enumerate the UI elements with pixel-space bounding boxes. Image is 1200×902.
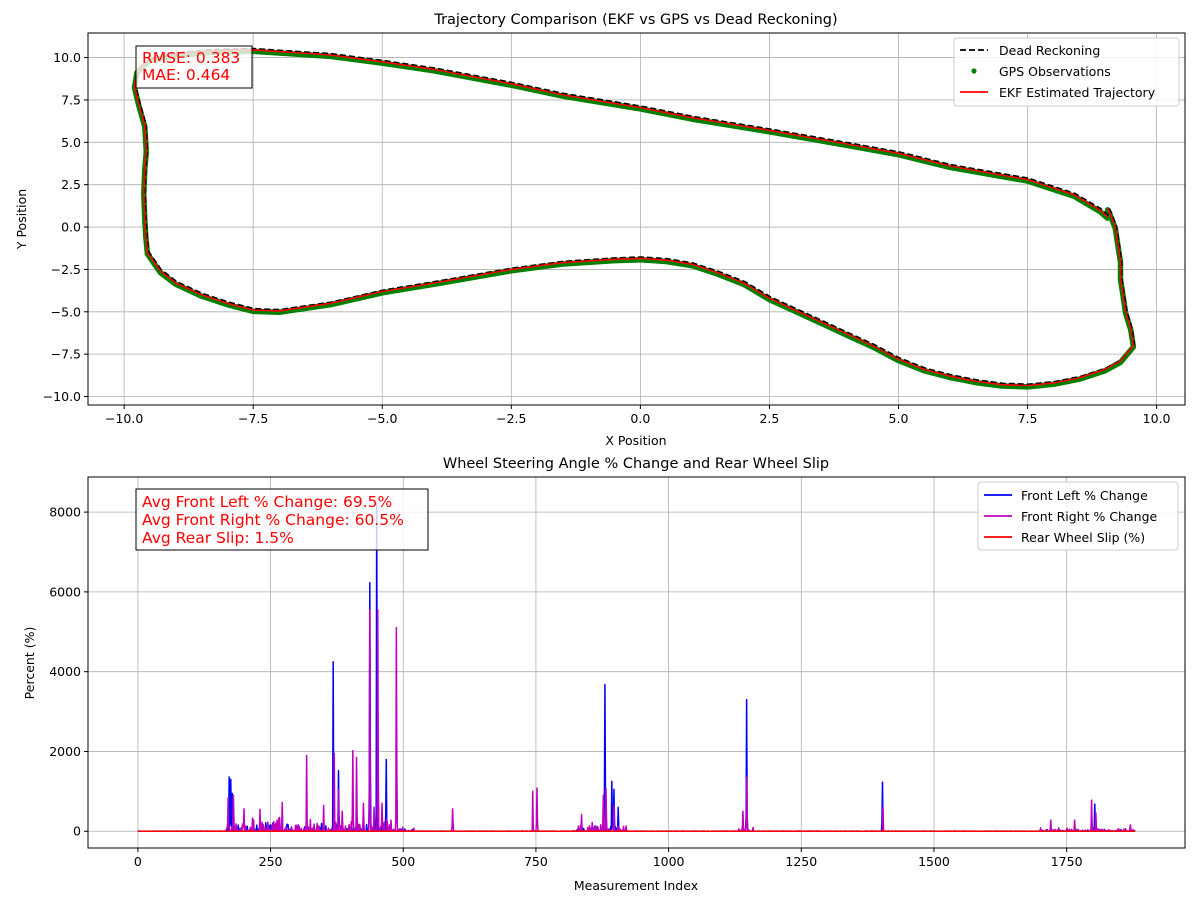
x-tick-label: 1750 — [1051, 854, 1083, 869]
ekf-trajectory-series — [133, 49, 1135, 387]
x-tick-label: 1250 — [785, 854, 817, 869]
trajectory-metrics-box: RMSE: 0.383 MAE: 0.464 — [135, 45, 253, 89]
steering-ticks: 0 250 500 750 1000 1250 1500 1750 0 2000 4000 6000 8… — [49, 505, 1082, 869]
x-tick-label: −7.5 — [238, 411, 268, 426]
mae-text: MAE: 0.464 — [142, 66, 230, 84]
y-tick-label: −10.0 — [43, 389, 81, 404]
y-tick-label: −5.0 — [51, 304, 81, 319]
y-tick-label: 2000 — [49, 744, 81, 759]
dead-reckoning-series — [134, 47, 1136, 386]
trajectory-plot-area — [131, 47, 1137, 390]
y-tick-label: 2.5 — [61, 177, 81, 192]
y-tick-label: −2.5 — [51, 262, 81, 277]
steering-title: Wheel Steering Angle % Change and Rear W… — [443, 456, 829, 472]
trajectory-y-axis-label: Y Position — [14, 189, 29, 250]
steering-axes-frame — [87, 476, 1186, 849]
y-tick-label: 5.0 — [61, 135, 81, 150]
legend-front-right-label: Front Right % Change — [1021, 509, 1157, 524]
x-tick-label: 1000 — [653, 854, 685, 869]
x-tick-label: 250 — [259, 854, 283, 869]
x-tick-label: 0.0 — [630, 411, 650, 426]
steering-stats-box: Avg Front Left % Change: 69.5% Avg Front… — [135, 488, 429, 551]
y-tick-label: 0.0 — [61, 220, 81, 235]
trajectory-title: Trajectory Comparison (EKF vs GPS vs Dea… — [433, 12, 837, 28]
legend-gps-swatch — [971, 68, 977, 74]
y-tick-label: 0 — [73, 824, 81, 839]
steering-x-axis-label: Measurement Index — [574, 878, 698, 893]
legend-front-left-label: Front Left % Change — [1021, 488, 1148, 503]
trajectory-axes-frame — [87, 32, 1186, 406]
steering-y-axis-label: Percent (%) — [22, 627, 37, 700]
avg-front-left-text: Avg Front Left % Change: 69.5% — [142, 493, 392, 511]
x-tick-label: 7.5 — [1018, 411, 1038, 426]
x-tick-label: 1500 — [918, 854, 950, 869]
x-tick-label: 750 — [524, 854, 548, 869]
trajectory-ticks: −10.0 −7.5 −5.0 −2.5 0.0 2.5 5.0 7.5 10.0 −10.0 −7… — [43, 50, 1171, 426]
legend-ekf-label: EKF Estimated Trajectory — [999, 85, 1156, 100]
x-tick-label: −5.0 — [367, 411, 397, 426]
x-tick-label: 500 — [391, 854, 415, 869]
legend-dead-reckoning-label: Dead Reckoning — [999, 43, 1100, 58]
trajectory-panel: Trajectory Comparison (EKF vs GPS vs Dea… — [14, 12, 1186, 448]
y-tick-label: −7.5 — [51, 347, 81, 362]
steering-panel: Wheel Steering Angle % Change and Rear W… — [22, 456, 1186, 893]
trajectory-legend: Dead Reckoning GPS Observations EKF Esti… — [953, 37, 1180, 107]
x-tick-label: 2.5 — [759, 411, 779, 426]
y-tick-label: 6000 — [49, 584, 81, 599]
y-tick-label: 4000 — [49, 664, 81, 679]
steering-legend: Front Left % Change Front Right % Change… — [977, 481, 1179, 551]
x-tick-label: −2.5 — [496, 411, 526, 426]
y-tick-label: 8000 — [49, 505, 81, 520]
rmse-text: RMSE: 0.383 — [142, 49, 240, 67]
x-tick-label: −10.0 — [105, 411, 143, 426]
legend-gps-label: GPS Observations — [999, 64, 1111, 79]
x-tick-label: 5.0 — [889, 411, 909, 426]
y-tick-label: 7.5 — [61, 92, 81, 107]
avg-front-right-text: Avg Front Right % Change: 60.5% — [142, 511, 404, 529]
steering-plot-area — [137, 503, 1136, 833]
x-tick-label: 10.0 — [1143, 411, 1171, 426]
x-tick-label: 0 — [134, 854, 142, 869]
avg-rear-slip-text: Avg Rear Slip: 1.5% — [142, 529, 294, 547]
gps-observations-series — [131, 48, 1137, 390]
trajectory-x-axis-label: X Position — [605, 433, 666, 448]
y-tick-label: 10.0 — [53, 50, 81, 65]
legend-rear-slip-label: Rear Wheel Slip (%) — [1021, 530, 1145, 545]
